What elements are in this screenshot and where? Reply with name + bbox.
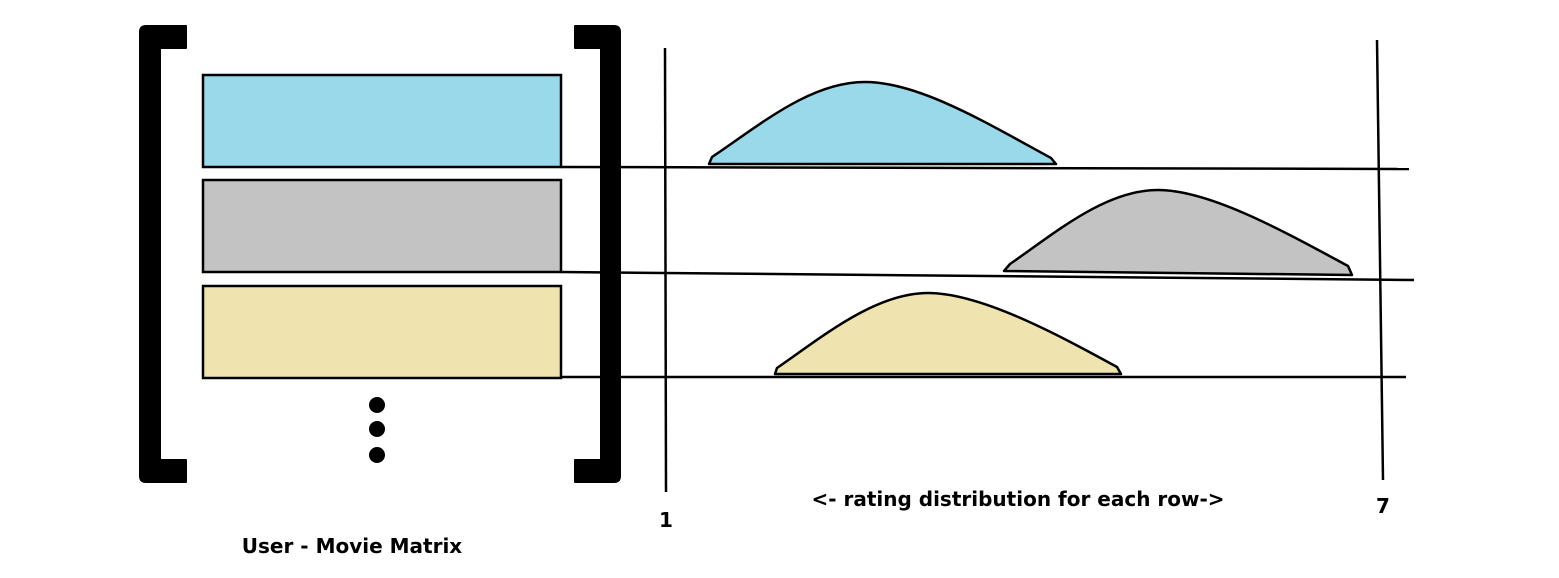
axis-min-line [663, 47, 668, 493]
distribution-caption: <- rating distribution for each row-> [811, 487, 1224, 511]
row-1-distribution-curve [707, 80, 1058, 166]
axis-max-line [1375, 39, 1385, 481]
row-1-baseline [560, 165, 1410, 171]
matrix-row-1 [201, 73, 563, 169]
row-3-distribution-curve [773, 291, 1123, 376]
matrix-row-3 [201, 284, 563, 380]
row-2-distribution-curve [1002, 188, 1354, 277]
matrix-caption: User - Movie Matrix [242, 534, 463, 558]
axis-max-label: 7 [1376, 494, 1390, 518]
vertical-ellipsis-icon [369, 397, 385, 463]
left-bracket [139, 25, 187, 483]
right-bracket [574, 25, 621, 483]
axis-min-label: 1 [659, 508, 673, 532]
matrix-row-2 [201, 178, 563, 274]
row-2-baseline [560, 270, 1415, 282]
